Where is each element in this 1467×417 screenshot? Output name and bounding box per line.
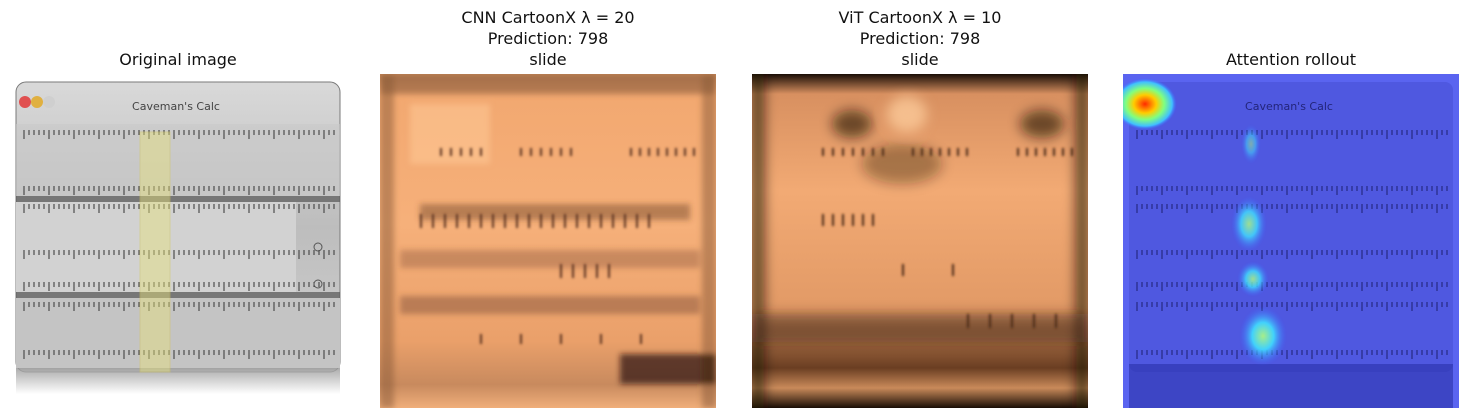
- explanation-stroke: [570, 148, 572, 156]
- explanation-stroke: [470, 148, 472, 156]
- explanation-stroke: [1071, 148, 1073, 156]
- explanation-stroke: [872, 214, 874, 226]
- rollout-brand: Caveman's Calc: [1245, 100, 1333, 113]
- explanation-stroke: [989, 314, 991, 328]
- explanation-stroke: [921, 148, 923, 156]
- explanation-stroke: [564, 214, 566, 228]
- explanation-stroke: [596, 264, 598, 278]
- explanation-stroke: [608, 264, 610, 278]
- explanation-stroke: [480, 148, 482, 156]
- explanation-stroke: [520, 148, 522, 156]
- explanation-stroke: [862, 214, 864, 226]
- explanation-stroke: [460, 148, 462, 156]
- explanation-stroke: [648, 148, 650, 156]
- explanation-stroke: [456, 214, 458, 228]
- explanation-stroke: [930, 148, 932, 156]
- explanation-stroke: [550, 148, 552, 156]
- explanation-stroke: [504, 214, 506, 228]
- explanation-stroke: [528, 214, 530, 228]
- explanation-stroke: [520, 334, 522, 344]
- explanation-stroke: [468, 214, 470, 228]
- cnn-cartoonx-explanation: [380, 74, 716, 408]
- slide-rule-brand: Caveman's Calc: [132, 100, 220, 113]
- explanation-stroke: [912, 148, 914, 156]
- explanation-stroke: [966, 148, 968, 156]
- explanation-stroke: [1044, 148, 1046, 156]
- explanation-stroke: [693, 148, 695, 156]
- explanation-stroke: [648, 214, 650, 228]
- explanation-stroke: [492, 214, 494, 228]
- explanation-stroke: [540, 148, 542, 156]
- explanation-stroke: [948, 148, 950, 156]
- explanation-stroke: [480, 214, 482, 228]
- explanation-stroke: [882, 148, 884, 156]
- explanation-stroke: [560, 148, 562, 156]
- panel-title-original: Original image: [10, 49, 346, 70]
- explanation-stroke: [862, 148, 864, 156]
- explanation-stroke: [957, 148, 959, 156]
- explanation-stroke: [516, 214, 518, 228]
- explanation-stroke: [624, 214, 626, 228]
- explanation-stroke: [444, 214, 446, 228]
- explanation-stroke: [1055, 314, 1057, 328]
- explanation-stroke: [1035, 148, 1037, 156]
- explanation-stroke: [1026, 148, 1028, 156]
- window-zoom-dot: [43, 96, 55, 108]
- explanation-stroke: [636, 214, 638, 228]
- explanation-stroke: [842, 148, 844, 156]
- explanation-stroke: [666, 148, 668, 156]
- explanation-stroke: [640, 334, 642, 344]
- explanation-stroke: [902, 264, 904, 276]
- explanation-stroke: [952, 264, 954, 276]
- panel-title-vit: ViT CartoonX λ = 10 Prediction: 798 slid…: [752, 7, 1088, 70]
- explanation-stroke: [872, 148, 874, 156]
- explanation-stroke: [967, 314, 969, 328]
- explanation-stroke: [684, 148, 686, 156]
- slide-rule-photo: Caveman's Calc: [10, 74, 346, 408]
- explanation-stroke: [600, 334, 602, 344]
- explanation-stroke: [1062, 148, 1064, 156]
- window-close-dot: [19, 96, 31, 108]
- explanation-stroke: [588, 214, 590, 228]
- explanation-stroke: [852, 148, 854, 156]
- explanation-stroke: [832, 148, 834, 156]
- explanation-stroke: [560, 334, 562, 344]
- panel-title-rollout: Attention rollout: [1123, 49, 1459, 70]
- explanation-stroke: [440, 148, 442, 156]
- explanation-stroke: [432, 214, 434, 228]
- explanation-stroke: [657, 148, 659, 156]
- explanation-stroke: [584, 264, 586, 278]
- explanation-stroke: [600, 214, 602, 228]
- slide-cursor: [140, 132, 170, 372]
- explanation-stroke: [612, 214, 614, 228]
- attention-hotspot-bottom: [1239, 306, 1287, 366]
- explanation-stroke: [1033, 314, 1035, 328]
- explanation-stroke: [822, 148, 824, 156]
- explanation-stroke: [1017, 148, 1019, 156]
- explanation-stroke: [540, 214, 542, 228]
- explanation-stroke: [842, 214, 844, 226]
- explanation-stroke: [639, 148, 641, 156]
- explanation-stroke: [560, 264, 562, 278]
- vit-cartoonx-explanation: [752, 74, 1088, 408]
- explanation-stroke: [939, 148, 941, 156]
- explanation-stroke: [552, 214, 554, 228]
- explanation-stroke: [1011, 314, 1013, 328]
- explanation-stroke: [630, 148, 632, 156]
- explanation-stroke: [675, 148, 677, 156]
- explanation-stroke: [832, 214, 834, 226]
- explanation-stroke: [1053, 148, 1055, 156]
- panel-title-cnn: CNN CartoonX λ = 20 Prediction: 798 slid…: [380, 7, 716, 70]
- window-minimize-dot: [31, 96, 43, 108]
- explanation-stroke: [576, 214, 578, 228]
- explanation-stroke: [822, 214, 824, 226]
- explanation-stroke: [480, 334, 482, 344]
- explanation-stroke: [420, 214, 422, 228]
- attention-rollout-heatmap: Caveman's Calc: [1123, 74, 1459, 408]
- explanation-stroke: [852, 214, 854, 226]
- explanation-stroke: [450, 148, 452, 156]
- explanation-stroke: [572, 264, 574, 278]
- explanation-stroke: [530, 148, 532, 156]
